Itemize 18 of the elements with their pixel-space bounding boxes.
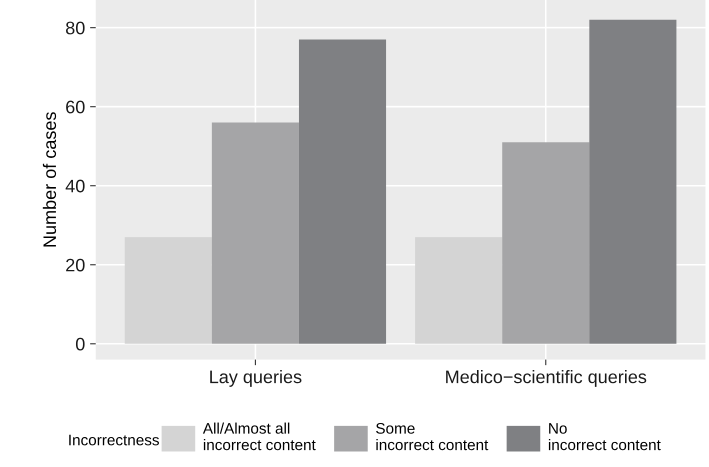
x-tick-label: Medico−scientific queries	[446, 370, 646, 387]
bar	[415, 237, 502, 344]
bar	[124, 237, 212, 344]
y-axis-title: Number of cases	[42, 112, 56, 247]
legend-title: Incorrectness	[69, 434, 159, 446]
y-tick-label: 40	[66, 180, 85, 192]
y-tick-label: 80	[66, 22, 85, 34]
x-tick-label: Lay queries	[210, 370, 302, 387]
bar	[589, 20, 676, 344]
y-tick-label: 20	[66, 258, 85, 272]
bar	[212, 122, 299, 344]
legend-label: Some incorrect content	[376, 422, 488, 450]
y-tick-label: 0	[76, 338, 85, 351]
legend-label: No incorrect content	[548, 423, 661, 450]
legend-label: All/Almost all incorrect content	[202, 422, 316, 450]
bar	[298, 40, 386, 344]
bar	[502, 142, 590, 344]
y-tick-label: 60	[66, 100, 85, 114]
